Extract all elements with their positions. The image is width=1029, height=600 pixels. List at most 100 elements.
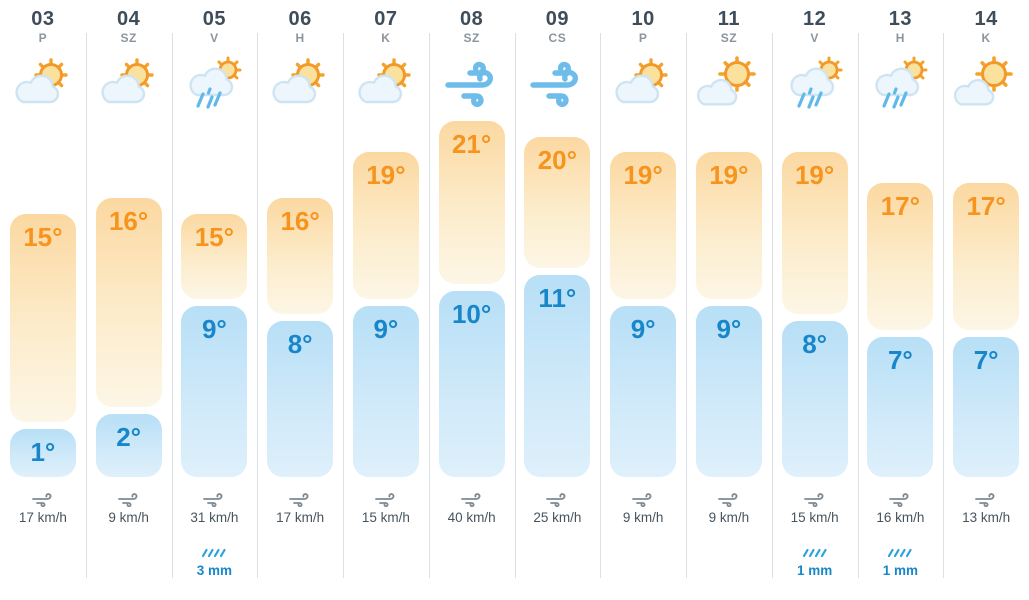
high-temp-bar: 20° <box>524 137 591 268</box>
high-temp-label: 17° <box>966 191 1006 221</box>
day-abbreviation: SZ <box>720 31 738 45</box>
low-temp-label: 8° <box>287 329 313 359</box>
day-date: 13 <box>888 8 912 30</box>
rain-sun-icon <box>783 56 847 112</box>
day-column[interactable]: 07 K 19° 9° 15 km/h <box>343 0 429 600</box>
day-column[interactable]: 03 P 15° 1° 17 km/h <box>0 0 86 600</box>
day-date: 10 <box>631 8 655 30</box>
low-temp-label: 10° <box>451 299 492 329</box>
partly-cloudy-icon <box>611 56 675 112</box>
high-temp-bar: 16° <box>267 198 334 314</box>
day-column[interactable]: 05 V 15° 9° 31 km/h 3 mm <box>171 0 258 600</box>
wind-speed: 13 km/h <box>962 510 1011 525</box>
day-column[interactable]: 12 V 19° 8° 15 km/h 1 mm <box>771 0 858 600</box>
wind-speed: 16 km/h <box>876 510 925 525</box>
day-date: 09 <box>545 8 569 30</box>
rain-amount-icon <box>200 547 228 559</box>
day-abbreviation: P <box>38 31 48 45</box>
wind-icon <box>525 56 589 112</box>
low-temp-bar: 8° <box>267 321 334 477</box>
rain-amount: 3 mm <box>196 563 233 578</box>
day-column[interactable]: 08 SZ 21° 10° 40 km/h <box>428 0 515 600</box>
day-column[interactable]: 06 H 16° 8° 17 km/h <box>257 0 343 600</box>
wind-speed: 15 km/h <box>790 510 839 525</box>
day-date: 06 <box>288 8 312 30</box>
column-divider <box>686 33 687 578</box>
wind-speed: 40 km/h <box>447 510 496 525</box>
low-temp-bar: 2° <box>95 414 162 477</box>
day-column[interactable]: 14 K 17° 7° 13 km/h <box>943 0 1029 600</box>
high-temp-bar: 19° <box>352 152 419 299</box>
low-temp-label: 9° <box>373 314 399 344</box>
wind-speed-icon <box>373 491 399 507</box>
high-temp-label: 21° <box>451 129 492 159</box>
low-temp-label: 9° <box>201 314 227 344</box>
day-abbreviation: V <box>810 31 819 45</box>
day-date: 14 <box>974 8 998 30</box>
high-temp-bar: 21° <box>438 121 505 284</box>
wind-speed-icon <box>287 491 313 507</box>
day-abbreviation: P <box>638 31 648 45</box>
high-temp-bar: 16° <box>95 198 162 407</box>
low-temp-label: 8° <box>802 329 828 359</box>
column-divider <box>85 33 87 578</box>
low-temp-label: 11° <box>538 283 577 313</box>
low-temp-bar: 11° <box>524 275 591 477</box>
wind-speed-icon <box>716 491 742 507</box>
day-column[interactable]: 10 P 19° 9° 9 km/h <box>600 0 686 600</box>
column-divider <box>428 33 430 578</box>
high-temp-bar: 17° <box>953 183 1020 330</box>
high-temp-bar: 19° <box>781 152 848 314</box>
wind-speed-icon <box>544 491 570 507</box>
high-temp-label: 15° <box>194 222 235 252</box>
day-column[interactable]: 04 SZ 16° 2° 9 km/h <box>85 0 172 600</box>
wind-speed: 9 km/h <box>622 510 664 525</box>
wind-speed-icon <box>630 491 656 507</box>
low-temp-bar: 9° <box>695 306 762 477</box>
low-temp-bar: 9° <box>352 306 419 477</box>
high-temp-label: 19° <box>623 160 663 190</box>
high-temp-label: 19° <box>794 160 835 190</box>
wind-speed-icon <box>973 491 999 507</box>
day-column[interactable]: 11 SZ 19° 9° 9 km/h <box>686 0 772 600</box>
day-column[interactable]: 09 CS 20° 11° 25 km/h <box>514 0 601 600</box>
low-temp-label: 9° <box>716 314 742 344</box>
low-temp-label: 2° <box>116 422 142 452</box>
mostly-sunny-icon <box>954 56 1018 112</box>
wind-speed: 15 km/h <box>361 510 410 525</box>
day-abbreviation: SZ <box>120 31 137 45</box>
column-divider <box>257 33 259 578</box>
wind-speed-icon <box>201 491 227 507</box>
day-date: 12 <box>803 8 827 30</box>
low-temp-bar: 7° <box>867 337 934 477</box>
day-date: 04 <box>117 8 141 30</box>
wind-speed: 25 km/h <box>533 510 582 525</box>
rain-sun-icon <box>868 56 932 112</box>
low-temp-label: 1° <box>30 437 56 467</box>
high-temp-label: 19° <box>366 160 406 190</box>
day-column[interactable]: 13 H 17° 7° 16 km/h 1 mm <box>857 0 944 600</box>
wind-speed-icon <box>887 491 913 507</box>
day-date: 07 <box>374 8 398 30</box>
low-temp-bar: 1° <box>9 429 76 477</box>
day-abbreviation: H <box>295 31 305 45</box>
day-date: 03 <box>31 8 55 30</box>
column-divider <box>943 33 945 578</box>
day-abbreviation: CS <box>548 31 567 45</box>
wind-icon <box>440 56 504 112</box>
day-date: 11 <box>717 8 740 30</box>
wind-speed-icon <box>30 491 56 507</box>
day-abbreviation: K <box>981 31 991 45</box>
low-temp-bar: 8° <box>781 321 848 477</box>
high-temp-label: 15° <box>23 222 63 252</box>
rain-amount-icon <box>801 547 829 559</box>
rain-amount-icon <box>886 547 914 559</box>
high-temp-bar: 15° <box>181 214 248 299</box>
column-divider <box>171 33 173 578</box>
low-temp-bar: 10° <box>438 291 505 477</box>
high-temp-label: 17° <box>880 191 921 221</box>
partly-cloudy-icon <box>11 56 75 112</box>
low-temp-bar: 9° <box>181 306 248 477</box>
low-temp-bar: 7° <box>953 337 1020 477</box>
